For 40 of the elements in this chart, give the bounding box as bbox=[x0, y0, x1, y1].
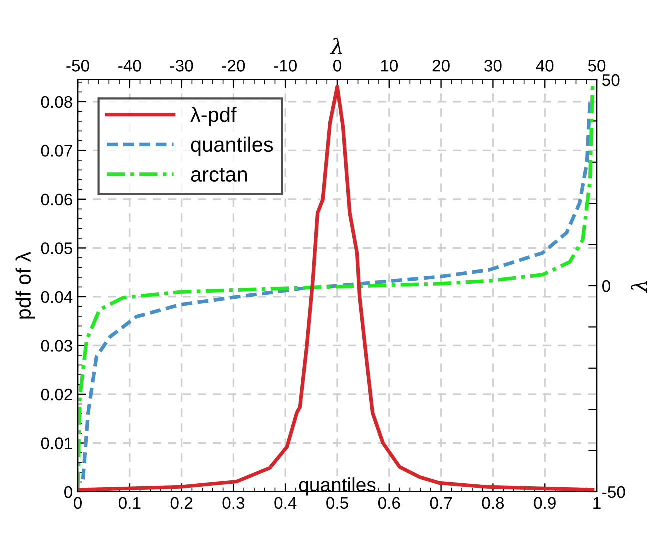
y-tick-label: 0.08 bbox=[41, 96, 72, 108]
y2-tick-label: -50 bbox=[602, 486, 626, 498]
y-tick-label: 0 bbox=[64, 486, 72, 498]
x2-tick-label: -50 bbox=[66, 60, 90, 72]
x2-tick-label: -10 bbox=[274, 60, 297, 72]
y2-tick-label: 0 bbox=[602, 280, 610, 292]
x-tick-label: 0.2 bbox=[170, 497, 193, 510]
legend-label: quantiles bbox=[191, 136, 274, 156]
x-tick-label: 0.4 bbox=[274, 497, 297, 510]
x-tick-label: 0.3 bbox=[222, 497, 245, 510]
y2-axis-title: λ bbox=[631, 281, 648, 294]
x-tick-label: 0.9 bbox=[534, 497, 556, 510]
legend-label: λ-pdf bbox=[190, 106, 237, 126]
x2-tick-label: 40 bbox=[536, 60, 554, 72]
y-tick-label: 0.07 bbox=[41, 145, 72, 157]
x2-tick-label: 20 bbox=[432, 60, 450, 72]
x2-tick-label: 50 bbox=[588, 60, 606, 72]
x2-tick-label: 0 bbox=[334, 60, 342, 72]
x-tick-label: 0.1 bbox=[118, 497, 141, 510]
y2-tick-label: 50 bbox=[602, 74, 620, 86]
x2-tick-label: 10 bbox=[381, 60, 398, 72]
x2-tick-label: -30 bbox=[170, 60, 194, 72]
y-tick-label: 0.04 bbox=[41, 291, 73, 304]
y-tick-label: 0.06 bbox=[41, 194, 72, 206]
y-tick-label: 0.01 bbox=[41, 438, 72, 450]
x-tick-label: 0.8 bbox=[482, 497, 504, 510]
x2-tick-label: -40 bbox=[118, 60, 142, 72]
x2-tick-label: 30 bbox=[484, 60, 502, 72]
y-tick-label: 0.05 bbox=[41, 242, 72, 254]
x2-axis-title: λ bbox=[330, 38, 342, 54]
y-axis-title: pdf of λ bbox=[16, 252, 36, 319]
x-tick-label: 0.7 bbox=[430, 497, 452, 510]
y-tick-label: 0.02 bbox=[41, 388, 72, 401]
x-tick-label: 1 bbox=[594, 497, 601, 509]
y-tick-label: 0.03 bbox=[41, 340, 72, 352]
x-tick-label: 0 bbox=[74, 497, 82, 510]
legend-label: arctan bbox=[191, 168, 248, 182]
x2-tick-label: -20 bbox=[222, 60, 246, 72]
x-tick-label: 0.6 bbox=[378, 497, 400, 510]
x-tick-label: 0.5 bbox=[326, 497, 348, 510]
